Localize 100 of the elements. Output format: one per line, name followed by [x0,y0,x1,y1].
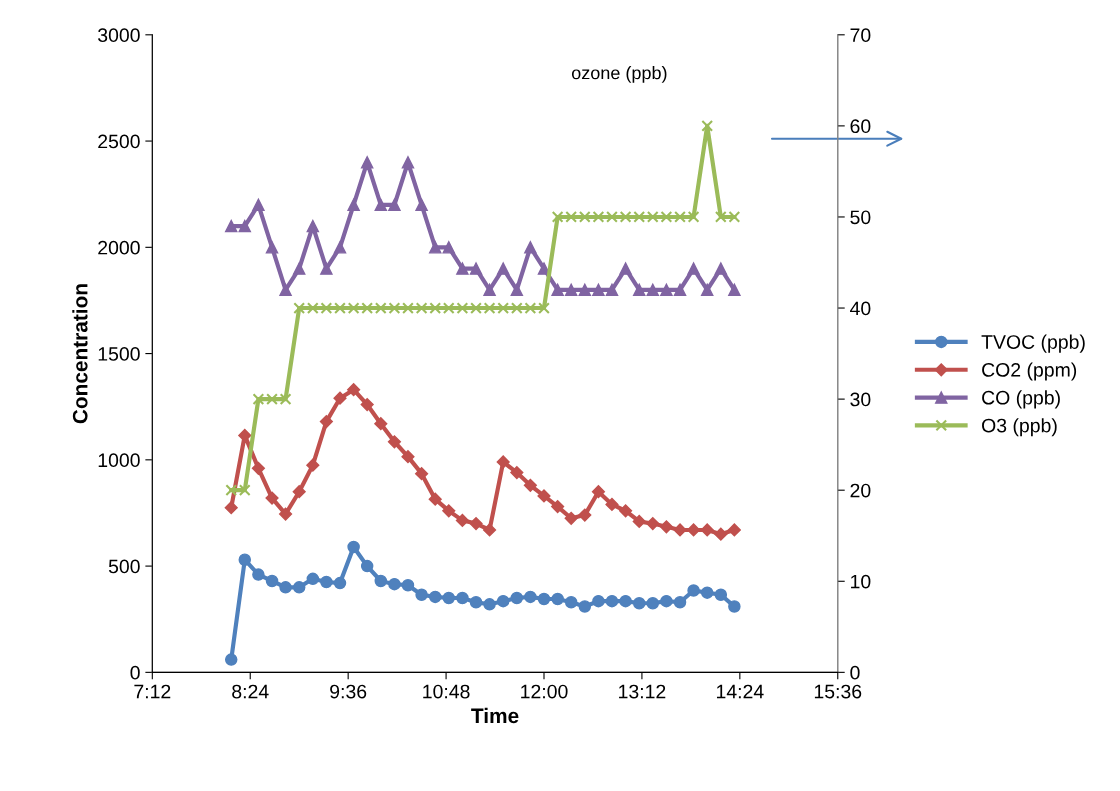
point [224,219,238,233]
y-tick-label: 1000 [98,453,140,468]
point [564,595,578,609]
point [252,198,265,212]
point [510,591,524,605]
point [360,397,374,412]
x-tick-label: 7:12 [134,684,171,699]
point [306,219,320,233]
point [415,198,428,212]
point [700,283,714,297]
point [238,553,252,566]
y2-tick-label: 40 [850,301,871,316]
point [333,391,347,405]
point [728,600,741,613]
point [401,578,415,592]
point [442,591,456,605]
x-tick-label: 15:36 [814,684,862,699]
y-tick-label: 0 [130,665,140,680]
y-tick-label: 3000 [98,28,140,43]
point [700,586,714,599]
point [388,577,401,591]
y2-tick-label: 20 [850,483,871,498]
point [728,283,741,297]
point [659,520,673,534]
point [727,523,741,537]
point [347,198,360,212]
legend-label: CO (ppb) [982,390,1060,409]
point [578,600,592,613]
point [388,198,401,212]
point [660,594,673,608]
point [279,283,292,297]
point [700,523,714,537]
point [320,262,333,275]
point [442,504,456,518]
x-tick-label: 13:12 [619,684,666,699]
x-tick-label: 10:48 [423,684,470,699]
y-tick-label: 2500 [98,134,140,149]
point [469,262,483,275]
point [551,283,564,297]
point [252,568,265,581]
x-tick-label: 9:36 [330,684,367,699]
y2-tick-label: 60 [850,119,871,134]
point [456,262,469,275]
point [564,511,578,525]
point [442,241,456,254]
point [578,508,592,522]
point [265,574,279,588]
point [292,262,306,275]
point [632,597,646,610]
point [673,523,687,537]
point [469,517,483,531]
x-tick-label: 8:24 [232,684,269,699]
point [374,198,388,212]
point [347,540,360,554]
point [333,576,347,590]
x-axis-title: Time [471,707,519,724]
point [701,119,714,132]
point [306,572,320,586]
point [238,428,252,442]
point [428,492,442,506]
point [428,241,442,254]
y-tick-label: 500 [108,559,140,574]
point [523,478,537,492]
point [415,588,428,602]
point [360,156,374,169]
point [605,283,619,297]
y2-tick-label: 50 [850,210,871,225]
point [619,594,632,608]
y2-tick-label: 30 [850,392,871,407]
point [646,283,660,297]
y2-tick-label: 10 [851,574,871,589]
point [591,485,606,499]
point [673,283,687,297]
x-tick-label: 14:24 [717,684,764,699]
point [510,283,524,297]
point [347,383,361,397]
point [387,435,402,449]
point [714,527,728,541]
point [632,283,646,297]
point [482,523,497,537]
point [415,467,429,481]
y-tick-label: 2000 [98,240,140,255]
point [483,598,496,611]
point [483,283,496,297]
point [224,653,238,666]
point [265,241,279,254]
annotation: ozone (ppb) [571,66,667,83]
y-axis-title: Concentration [72,284,88,424]
point [279,581,292,594]
legend-label: CO2 (ppm) [982,362,1077,381]
point [320,575,333,589]
point [510,465,524,480]
point [278,507,293,521]
point [564,283,578,297]
point [646,597,660,610]
point [524,590,537,604]
point [333,241,347,254]
point [374,417,388,431]
point [456,591,469,605]
point [292,581,306,594]
